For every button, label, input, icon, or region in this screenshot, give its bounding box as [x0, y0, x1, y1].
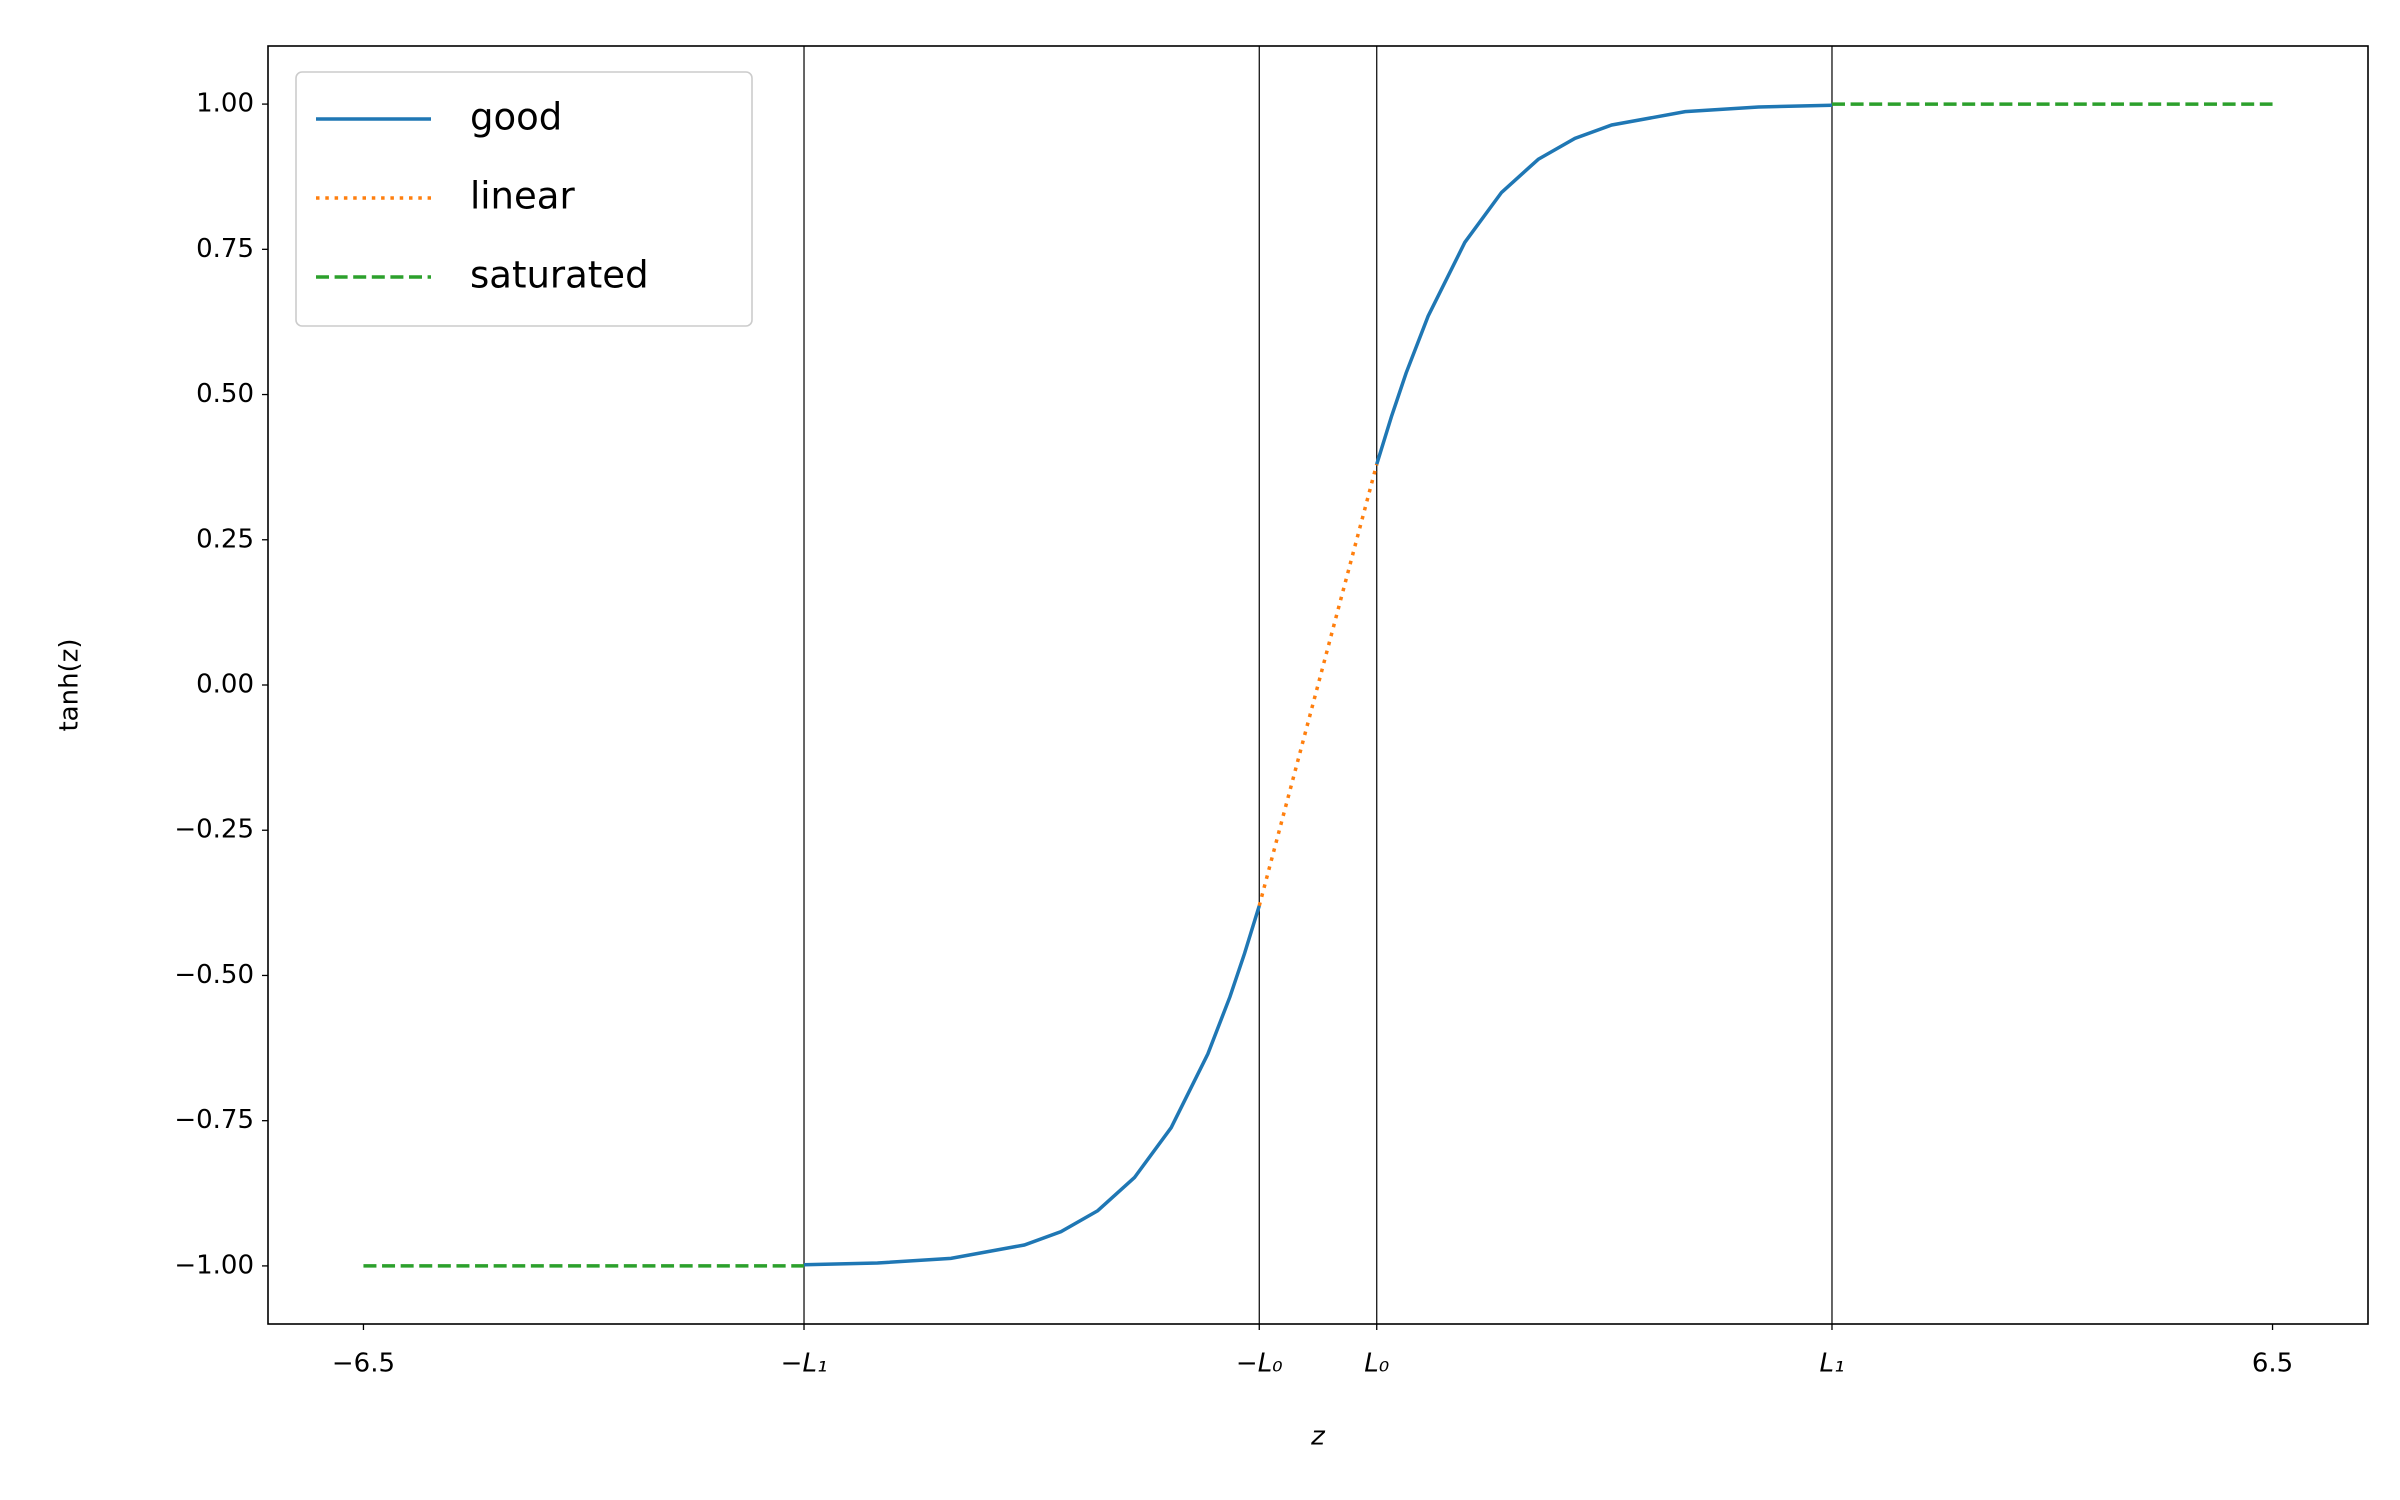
x-tick-label: L₁: [1820, 1349, 1845, 1379]
y-tick-label: −0.25: [174, 815, 254, 845]
x-tick-label: L₀: [1364, 1349, 1389, 1379]
line-dotted: [1257, 463, 1379, 907]
x-tick-label: −L₁: [781, 1349, 828, 1379]
y-tick-label: 0.00: [196, 670, 254, 700]
x-tick-label: 6.5: [2252, 1349, 2293, 1379]
legend-label: good: [470, 96, 562, 139]
y-tick-label: 0.75: [196, 234, 254, 264]
x-tick-label: −L₀: [1236, 1349, 1283, 1379]
legend: good linear saturated: [295, 71, 753, 327]
x-tick-label: −6.5: [332, 1349, 395, 1379]
y-tick-label: −0.50: [174, 960, 254, 990]
line-solid: [803, 103, 1833, 1267]
y-tick-label: −1.00: [174, 1250, 254, 1280]
x-axis-label: z: [1310, 1422, 1326, 1452]
legend-box: [295, 71, 753, 327]
y-tick-label: −0.75: [174, 1105, 254, 1135]
y-tick-label: 0.50: [196, 379, 254, 409]
plot-frame: [267, 45, 2369, 1325]
y-axis-label: tanh(z): [55, 638, 85, 731]
y-tick-label: 0.25: [196, 524, 254, 554]
legend-label: linear: [470, 175, 575, 218]
y-tick-label: 1.00: [196, 89, 254, 119]
legend-label: saturated: [470, 254, 649, 297]
